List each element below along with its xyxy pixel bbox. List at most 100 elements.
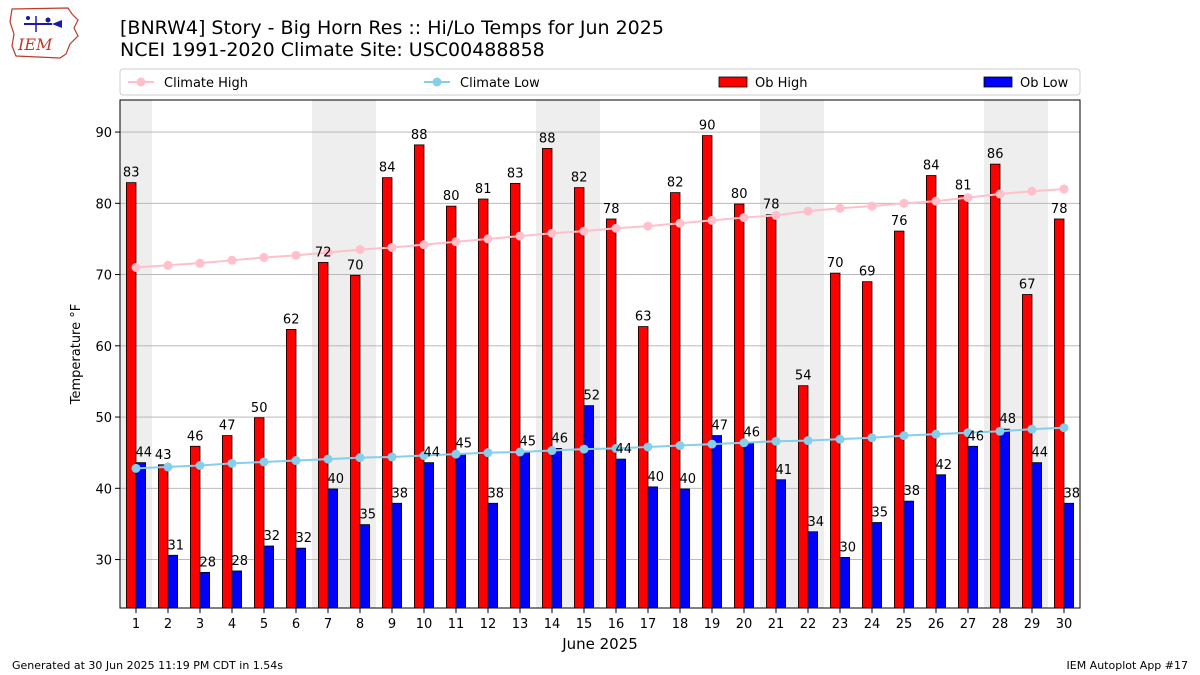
climate-high-point [483,234,493,244]
climate-high-point [1059,184,1069,194]
y-tick-label: 30 [95,554,112,569]
ob-high-label: 90 [699,119,716,134]
ob-high-bar [477,198,489,609]
legend-marker [136,77,146,87]
ob-low-label: 46 [744,426,761,441]
x-tick-label: 4 [228,617,236,632]
x-tick-label: 20 [736,617,753,632]
climate-low-point [675,441,685,451]
x-tick-label: 5 [260,617,268,632]
ob-low-label: 44 [424,446,441,461]
climate-high-point [259,252,269,262]
ob-low-label: 42 [936,458,953,473]
ob-low-label: 38 [488,486,505,501]
ob-low-bar [1031,462,1043,609]
climate-high-point [355,245,365,255]
ob-low-label: 28 [232,554,249,569]
x-tick-label: 23 [832,617,849,632]
logo-text: IEM [17,35,53,54]
x-tick-label: 1 [132,617,140,632]
climate-high-point [675,218,685,228]
climate-low-point [1059,423,1069,433]
iem-logo: IEM [8,6,84,64]
x-axis-label: June 2025 [561,635,638,653]
ob-high-bar [926,175,937,609]
x-tick-label: 29 [1024,617,1041,632]
legend-label: Ob Low [1020,76,1069,91]
ob-high-label: 78 [1051,202,1068,217]
ob-high-label: 80 [731,187,748,202]
ob-low-bar [807,531,819,609]
ob-low-label: 32 [296,531,313,546]
x-tick-label: 22 [800,617,817,632]
ob-low-label: 38 [392,486,409,501]
ob-low-bar [967,445,979,609]
ob-high-bar [413,144,425,609]
climate-low-point [163,462,173,472]
climate-high-point [739,213,749,223]
climate-lines [131,184,1069,473]
ob-low-bar [775,479,787,609]
climate-low-point [835,434,845,444]
ob-low-label: 30 [840,540,857,555]
climate-low-point [771,436,781,446]
climate-high-point [323,247,333,257]
ob-low-bar [487,502,499,609]
climate-low-point [995,426,1005,436]
ob-high-label: 63 [635,310,652,325]
climate-low-line [135,426,1065,470]
x-tick-label: 18 [672,617,689,632]
ob-low-bar [679,488,691,609]
x-tick-label: 2 [164,617,172,632]
ob-low-bar [263,545,275,609]
climate-low-point [707,439,717,449]
x-tick-label: 10 [416,617,433,632]
climate-high-point [931,196,941,206]
chart-subtitle: NCEI 1991-2020 Climate Site: USC00488858 [120,39,545,61]
y-tick-label: 70 [95,269,112,284]
climate-high-line [135,188,1065,269]
ob-low-bar [455,452,467,609]
gridlines [120,131,1080,560]
x-tick-label: 25 [896,617,913,632]
climate-high-point [707,215,717,225]
climate-high-point [227,255,237,265]
ob-low-label: 38 [1064,486,1081,501]
ob-low-bar [167,554,179,609]
ob-low-bar [615,458,627,609]
ob-high-bar [798,385,809,609]
climate-low-point [227,458,237,468]
ob-low-label: 45 [520,434,537,449]
ob-low-label: 48 [1000,412,1017,427]
climate-high-point [451,237,461,247]
bars [126,135,1075,609]
ob-low-bar [199,571,211,609]
x-tick-label: 14 [544,617,561,632]
ob-low-bar [903,500,915,609]
climate-high-point [867,201,877,211]
chart-title: [BNRW4] Story - Big Horn Res :: Hi/Lo Te… [120,17,664,39]
climate-high-point [387,242,397,252]
climate-low-point [483,448,493,458]
ob-low-label: 44 [136,446,153,461]
ob-high-label: 70 [347,258,364,273]
climate-low-point [451,449,461,459]
ob-high-bar [894,230,905,609]
ob-low-label: 38 [904,484,921,499]
y-tick-label: 90 [95,126,112,141]
ob-high-bar [157,464,169,609]
ob-low-bar [839,557,851,609]
ob-low-label: 46 [552,431,569,446]
legend: Climate High Climate Low Ob High Ob Low [119,68,1081,96]
ob-high-bar [1054,218,1065,609]
climate-high-point [803,206,813,216]
climate-low-point [643,442,653,452]
ob-high-label: 67 [1019,278,1036,293]
ob-low-bar [743,442,755,609]
ob-low-bar [231,570,243,609]
ob-high-bar [542,148,553,609]
ob-high-label: 84 [379,161,396,176]
ob-high-bar [606,218,617,609]
ob-high-label: 80 [443,189,460,204]
